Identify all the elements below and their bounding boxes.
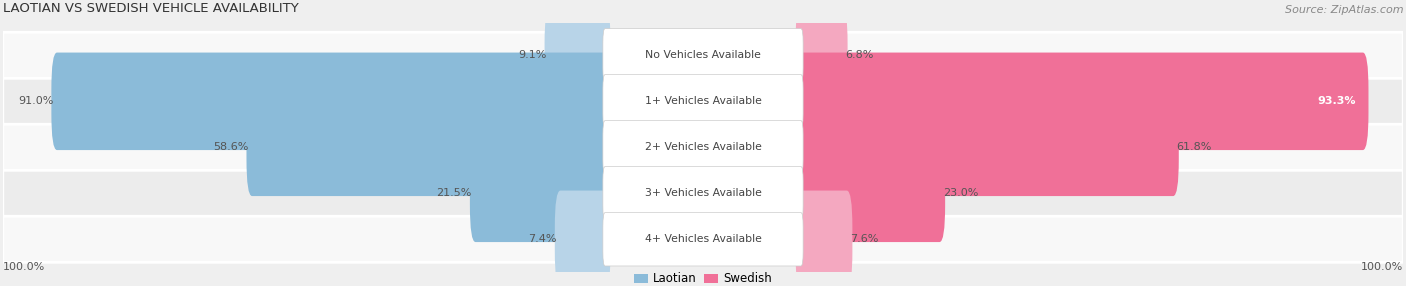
Text: 91.0%: 91.0% [18, 96, 53, 106]
Text: No Vehicles Available: No Vehicles Available [645, 50, 761, 60]
Text: 7.6%: 7.6% [851, 234, 879, 244]
FancyBboxPatch shape [555, 190, 610, 286]
Text: 21.5%: 21.5% [437, 188, 472, 198]
FancyBboxPatch shape [52, 53, 610, 150]
FancyBboxPatch shape [603, 212, 803, 266]
FancyBboxPatch shape [544, 7, 610, 104]
FancyBboxPatch shape [470, 144, 610, 242]
FancyBboxPatch shape [796, 190, 852, 286]
Text: 4+ Vehicles Available: 4+ Vehicles Available [644, 234, 762, 244]
Text: 9.1%: 9.1% [519, 50, 547, 60]
FancyBboxPatch shape [3, 216, 1403, 262]
FancyBboxPatch shape [3, 170, 1403, 216]
FancyBboxPatch shape [796, 144, 945, 242]
Text: 93.3%: 93.3% [1317, 96, 1355, 106]
Text: Source: ZipAtlas.com: Source: ZipAtlas.com [1285, 5, 1403, 15]
FancyBboxPatch shape [603, 121, 803, 174]
Text: 1+ Vehicles Available: 1+ Vehicles Available [644, 96, 762, 106]
FancyBboxPatch shape [796, 7, 848, 104]
FancyBboxPatch shape [603, 75, 803, 128]
FancyBboxPatch shape [3, 32, 1403, 78]
Text: 6.8%: 6.8% [845, 50, 875, 60]
FancyBboxPatch shape [3, 78, 1403, 124]
FancyBboxPatch shape [796, 53, 1368, 150]
FancyBboxPatch shape [603, 167, 803, 220]
FancyBboxPatch shape [603, 29, 803, 82]
Text: 2+ Vehicles Available: 2+ Vehicles Available [644, 142, 762, 152]
FancyBboxPatch shape [3, 124, 1403, 170]
Text: 61.8%: 61.8% [1177, 142, 1212, 152]
Text: 100.0%: 100.0% [1361, 261, 1403, 271]
FancyBboxPatch shape [246, 99, 610, 196]
Text: 3+ Vehicles Available: 3+ Vehicles Available [644, 188, 762, 198]
Text: 23.0%: 23.0% [943, 188, 979, 198]
Text: LAOTIAN VS SWEDISH VEHICLE AVAILABILITY: LAOTIAN VS SWEDISH VEHICLE AVAILABILITY [3, 2, 298, 15]
FancyBboxPatch shape [796, 99, 1178, 196]
Text: 100.0%: 100.0% [3, 261, 45, 271]
Text: 7.4%: 7.4% [529, 234, 557, 244]
Text: 58.6%: 58.6% [214, 142, 249, 152]
Legend: Laotian, Swedish: Laotian, Swedish [634, 273, 772, 285]
